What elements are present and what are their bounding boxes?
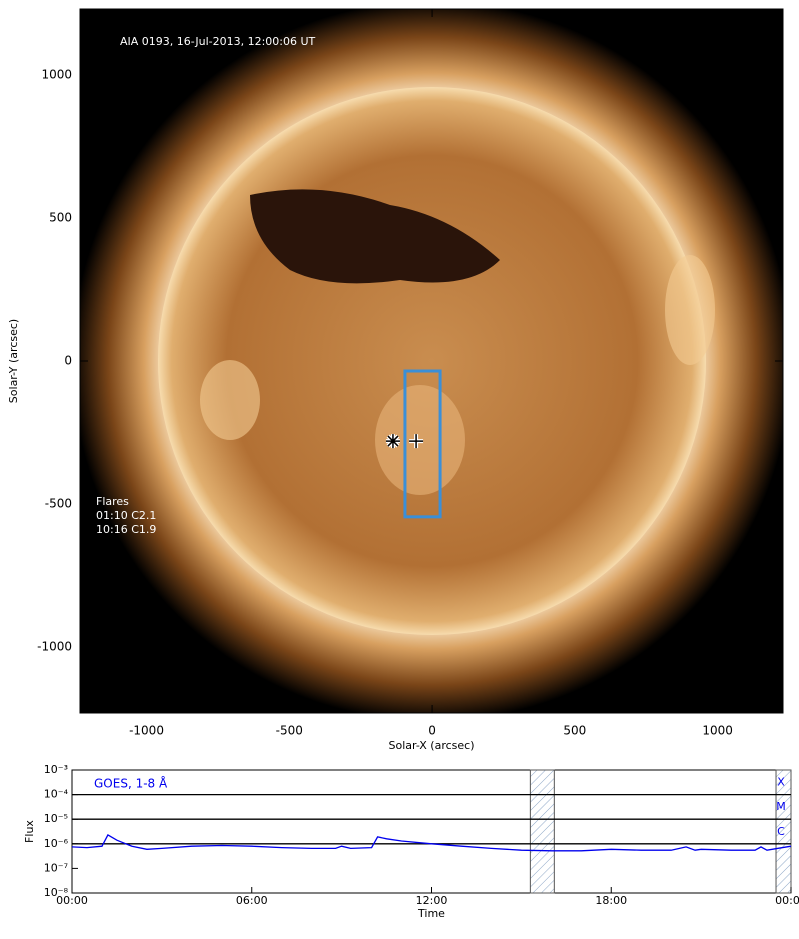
x-tick-label: 18:00: [595, 894, 627, 907]
y-tick-label: 10⁻³: [44, 763, 68, 776]
x-tick-label: 500: [563, 724, 586, 738]
x-tick-label: 00:00: [56, 894, 88, 907]
annotation-line: 10:16 C1.9: [96, 523, 156, 536]
annotation-line: 01:10 C2.1: [96, 509, 156, 522]
y-axis-label: Flux: [23, 820, 36, 843]
y-tick-label: 10⁻⁴: [44, 788, 69, 801]
sun-image: [80, 9, 783, 713]
y-tick-label: 10⁻⁵: [44, 812, 68, 825]
y-tick-label: 500: [49, 211, 72, 225]
flux-line: [71, 833, 792, 852]
y-tick-label: 10⁻⁶: [44, 837, 69, 850]
x-tick-label: 1000: [702, 724, 733, 738]
data-gap: [775, 769, 792, 894]
series-label: GOES, 1-8 Å: [94, 776, 168, 791]
y-axis-label: Solar-Y (arcsec): [7, 319, 20, 403]
flare-marker-cross: [385, 434, 400, 449]
y-tick-label: 10⁻⁷: [44, 861, 68, 874]
y-tick-label: 1000: [41, 68, 72, 82]
annotation-title: Flares: [96, 495, 129, 508]
x-tick-label: 12:00: [416, 894, 448, 907]
x-tick-label: 0: [428, 724, 436, 738]
x-tick-label: -1000: [129, 724, 164, 738]
x-tick-label: -500: [276, 724, 303, 738]
flare-marker: [385, 434, 400, 449]
class-label: X: [777, 776, 785, 789]
y-tick-label: 0: [64, 354, 72, 368]
y-tick-label: -1000: [37, 639, 72, 653]
x-axis-label: Solar-X (arcsec): [389, 739, 475, 752]
goes-axes-frame: [71, 769, 792, 894]
class-label: M: [776, 800, 786, 813]
y-tick-label: 10⁻⁸: [44, 886, 69, 899]
y-tick-label: -500: [45, 496, 72, 510]
flare-marker: [409, 434, 424, 449]
x-tick-label: 00:00: [775, 894, 799, 907]
data-gap: [529, 769, 555, 894]
x-axis-label: Time: [417, 907, 445, 920]
region-box: [403, 369, 442, 519]
flare-marker-cross: [409, 434, 424, 449]
x-tick-label: 06:00: [236, 894, 268, 907]
class-label: C: [777, 825, 785, 838]
image-title: AIA 0193, 16-Jul-2013, 12:00:06 UT: [120, 35, 316, 48]
